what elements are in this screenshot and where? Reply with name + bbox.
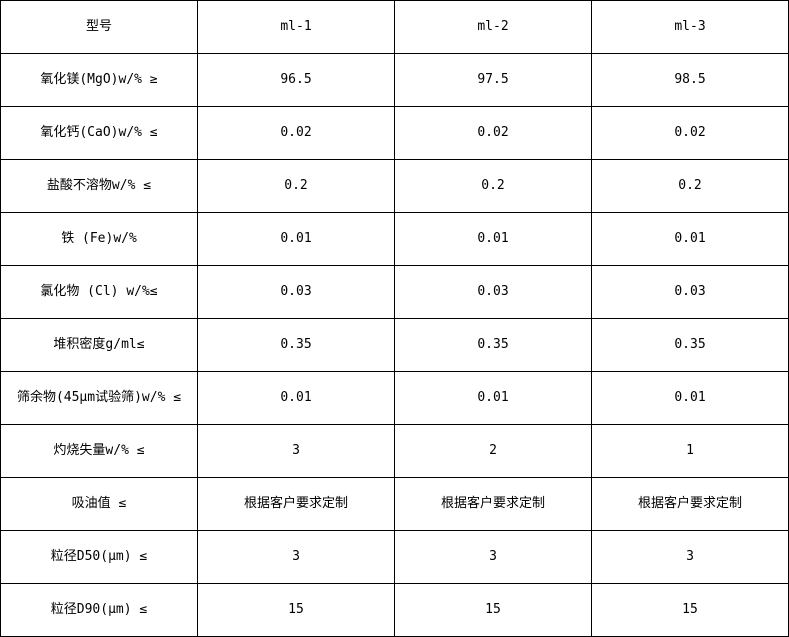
cell-property: 吸油值 ≤ xyxy=(0,477,198,531)
table-row: 粒径D90(μm) ≤15 15 15 xyxy=(0,583,789,637)
table-row: 氧化镁(MgO)w/% ≥96.5 97.5 98.5 xyxy=(0,53,789,107)
table-row: 氧化钙(CaO)w/% ≤0.02 0.02 0.02 xyxy=(0,106,789,160)
cell-property: 盐酸不溶物w/% ≤ xyxy=(0,159,198,213)
cell-property: 粒径D50(μm) ≤ xyxy=(0,530,198,584)
header-cell-model: 型号 xyxy=(0,0,198,54)
cell-ml-3: 0.35 xyxy=(591,318,789,372)
cell-ml-3: 0.01 xyxy=(591,371,789,425)
cell-ml-2: 0.35 xyxy=(394,318,592,372)
cell-ml-3: 0.01 xyxy=(591,212,789,266)
table-row: 吸油值 ≤ 根据客户要求定制 根据客户要求定制 根据客户要求定制 xyxy=(0,477,789,531)
cell-property: 铁 (Fe)w/% xyxy=(0,212,198,266)
cell-ml-1: 0.01 xyxy=(197,212,395,266)
cell-ml-2: 0.01 xyxy=(394,212,592,266)
cell-ml-3: 3 xyxy=(591,530,789,584)
cell-ml-2: 15 xyxy=(394,583,592,637)
cell-ml-1: 0.35 xyxy=(197,318,395,372)
cell-ml-1: 0.2 xyxy=(197,159,395,213)
cell-property: 堆积密度g/ml≤ xyxy=(0,318,198,372)
cell-ml-3: 1 xyxy=(591,424,789,478)
cell-ml-2: 3 xyxy=(394,530,592,584)
cell-ml-1: 15 xyxy=(197,583,395,637)
cell-ml-1: 根据客户要求定制 xyxy=(197,477,395,531)
cell-ml-3: 根据客户要求定制 xyxy=(591,477,789,531)
cell-ml-3: 0.02 xyxy=(591,106,789,160)
cell-property: 氯化物 (Cl) w/%≤ xyxy=(0,265,198,319)
cell-ml-2: 0.03 xyxy=(394,265,592,319)
table-row: 堆积密度g/ml≤ 0.35 0.35 0.35 xyxy=(0,318,789,372)
cell-ml-2: 0.01 xyxy=(394,371,592,425)
table-row: 筛余物(45μm试验筛)w/% ≤0.01 0.01 0.01 xyxy=(0,371,789,425)
cell-property: 氧化钙(CaO)w/% ≤ xyxy=(0,106,198,160)
cell-ml-1: 0.01 xyxy=(197,371,395,425)
cell-ml-3: 98.5 xyxy=(591,53,789,107)
header-row: 型号 ml-1 ml-2 ml-3 xyxy=(0,0,789,54)
cell-ml-3: 0.03 xyxy=(591,265,789,319)
cell-property: 筛余物(45μm试验筛)w/% ≤ xyxy=(0,371,198,425)
header-cell-ml-2: ml-2 xyxy=(394,0,592,54)
header-cell-ml-3: ml-3 xyxy=(591,0,789,54)
cell-property: 粒径D90(μm) ≤ xyxy=(0,583,198,637)
header-cell-ml-1: ml-1 xyxy=(197,0,395,54)
table-row: 铁 (Fe)w/% 0.01 0.01 0.01 xyxy=(0,212,789,266)
cell-ml-3: 15 xyxy=(591,583,789,637)
cell-ml-1: 96.5 xyxy=(197,53,395,107)
cell-property: 灼烧失量w/% ≤ xyxy=(0,424,198,478)
table-row: 灼烧失量w/% ≤3 2 1 xyxy=(0,424,789,478)
cell-ml-3: 0.2 xyxy=(591,159,789,213)
cell-ml-2: 根据客户要求定制 xyxy=(394,477,592,531)
cell-ml-1: 3 xyxy=(197,424,395,478)
table-row: 粒径D50(μm) ≤3 3 3 xyxy=(0,530,789,584)
cell-ml-1: 0.02 xyxy=(197,106,395,160)
cell-ml-2: 2 xyxy=(394,424,592,478)
cell-ml-2: 0.2 xyxy=(394,159,592,213)
cell-property: 氧化镁(MgO)w/% ≥ xyxy=(0,53,198,107)
cell-ml-1: 0.03 xyxy=(197,265,395,319)
table-row: 氯化物 (Cl) w/%≤ 0.03 0.03 0.03 xyxy=(0,265,789,319)
cell-ml-2: 0.02 xyxy=(394,106,592,160)
table-row: 盐酸不溶物w/% ≤0.2 0.2 0.2 xyxy=(0,159,789,213)
cell-ml-1: 3 xyxy=(197,530,395,584)
cell-ml-2: 97.5 xyxy=(394,53,592,107)
